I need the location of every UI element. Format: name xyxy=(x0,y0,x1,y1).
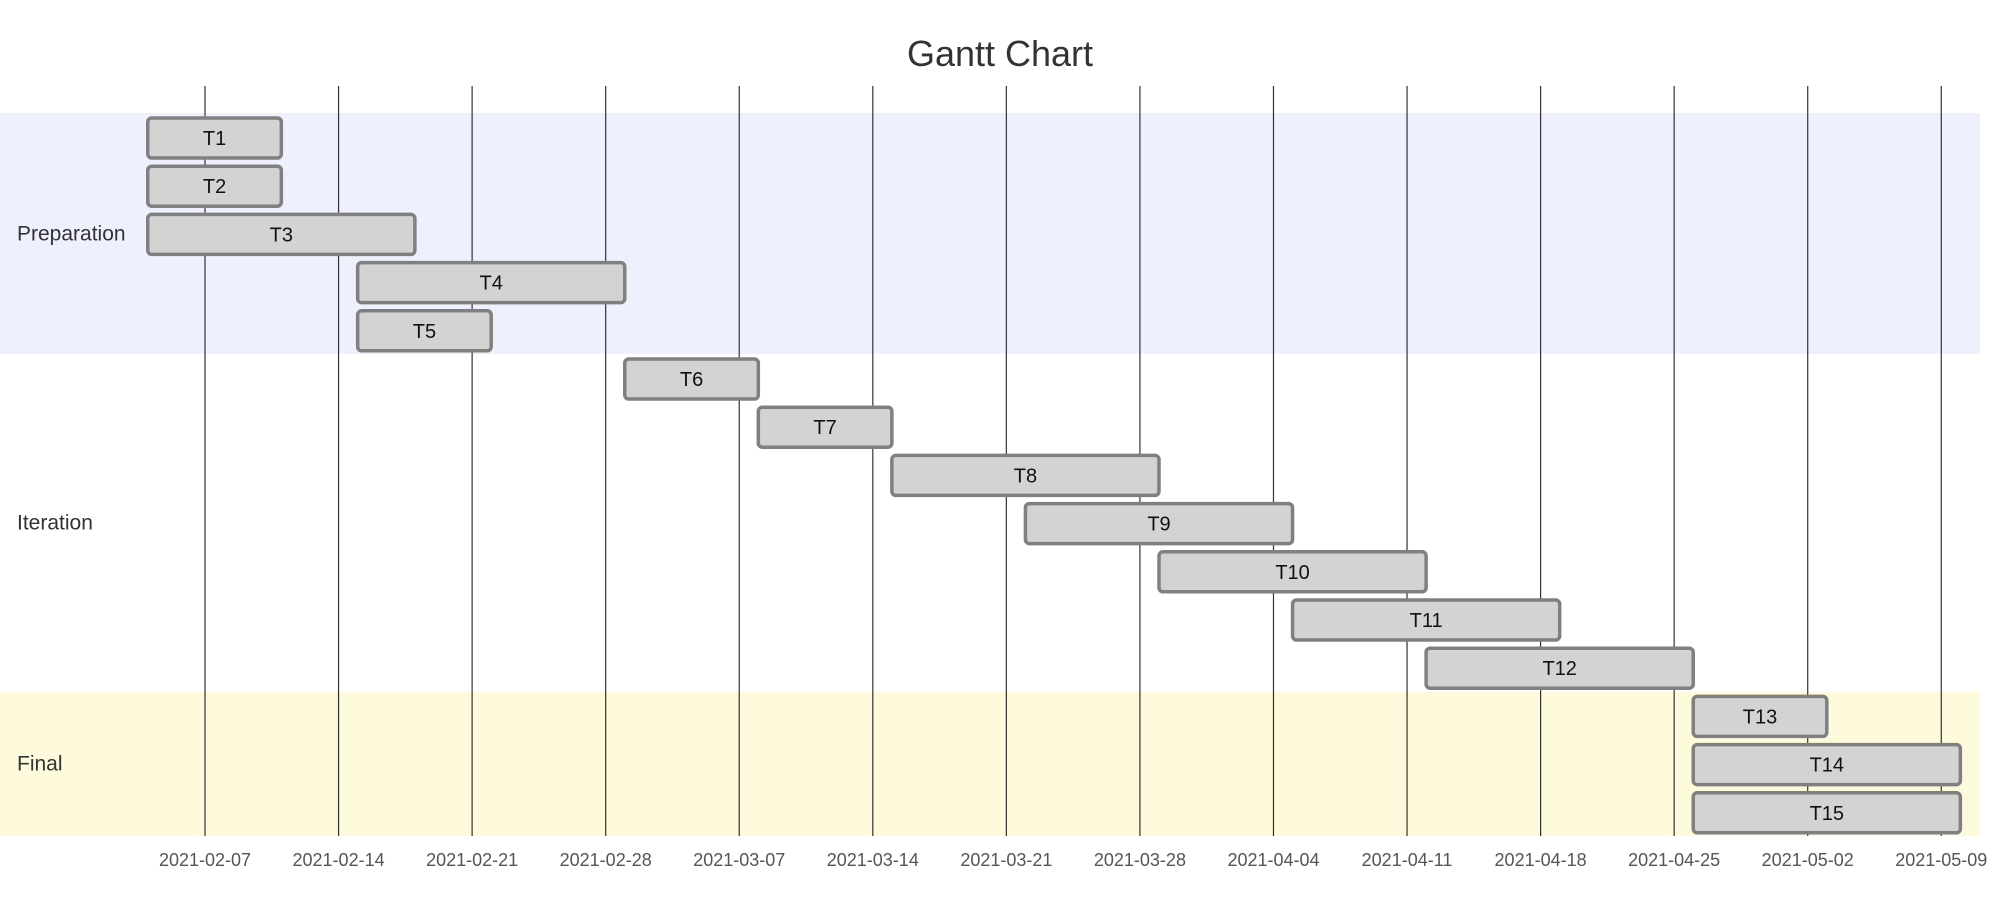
task-label: T6 xyxy=(680,369,703,391)
task-label: T15 xyxy=(1810,803,1844,825)
x-tick-label: 2021-03-14 xyxy=(827,850,919,870)
task-bar xyxy=(146,212,417,257)
task-bar xyxy=(1691,742,1963,787)
task-t7: T7 xyxy=(756,405,894,449)
x-tick-label: 2021-02-07 xyxy=(159,850,251,870)
task-bar xyxy=(1023,501,1295,546)
task-bar xyxy=(1424,646,1695,690)
task-label: T11 xyxy=(1410,610,1443,632)
task-t3: T3 xyxy=(146,212,417,257)
task-t15: T15 xyxy=(1691,791,1963,835)
x-tick-label: 2021-02-28 xyxy=(560,850,652,870)
task-bar xyxy=(355,309,493,353)
task-label: T3 xyxy=(270,224,293,246)
section-label-preparation: Preparation xyxy=(17,223,126,246)
task-t11: T11 xyxy=(1290,598,1562,642)
x-tick-label: 2021-03-28 xyxy=(1094,850,1186,870)
section-labels: Preparation Iteration Final xyxy=(17,223,126,776)
x-tick-label: 2021-04-04 xyxy=(1227,850,1319,870)
section-label-iteration: Iteration xyxy=(17,512,93,535)
task-label: T10 xyxy=(1275,562,1309,584)
task-bar xyxy=(1691,694,1829,739)
task-bar xyxy=(623,357,761,401)
task-label: T9 xyxy=(1147,514,1170,536)
x-tick-label: 2021-04-11 xyxy=(1362,850,1453,870)
task-bar xyxy=(756,405,894,449)
task-bar xyxy=(355,260,627,305)
task-label: T2 xyxy=(203,176,226,198)
section-band-final xyxy=(0,691,1980,836)
task-t12: T12 xyxy=(1424,646,1695,690)
task-t6: T6 xyxy=(623,357,761,401)
task-bar xyxy=(146,116,284,160)
task-t10: T10 xyxy=(1157,550,1428,594)
section-band-iteration xyxy=(0,354,1980,692)
task-label: T8 xyxy=(1014,465,1037,487)
task-label: T13 xyxy=(1743,706,1777,728)
task-bar xyxy=(146,164,284,208)
x-tick-label: 2021-03-07 xyxy=(693,850,785,870)
section-bands xyxy=(0,113,1980,836)
task-bar xyxy=(1691,791,1963,835)
task-t9: T9 xyxy=(1023,501,1295,546)
x-tick-label: 2021-04-18 xyxy=(1495,850,1587,870)
task-bar xyxy=(890,453,1161,498)
x-tick-label: 2021-03-21 xyxy=(960,850,1052,870)
task-t8: T8 xyxy=(890,453,1161,498)
x-tick-label: 2021-04-25 xyxy=(1628,850,1720,870)
task-t2: T2 xyxy=(146,164,284,208)
task-label: T4 xyxy=(480,273,503,295)
task-t13: T13 xyxy=(1691,694,1829,739)
task-label: T1 xyxy=(203,128,226,150)
x-axis-tick-labels: 2021-02-07 2021-02-14 2021-02-21 2021-02-28… xyxy=(159,850,1987,870)
task-label: T14 xyxy=(1810,755,1844,777)
task-bar xyxy=(1290,598,1562,642)
task-label: T12 xyxy=(1542,658,1576,680)
x-tick-label: 2021-05-02 xyxy=(1762,850,1854,870)
section-label-final: Final xyxy=(17,753,63,776)
task-t4: T4 xyxy=(355,260,627,305)
task-label: T5 xyxy=(413,321,436,343)
task-bar xyxy=(1157,550,1428,594)
x-tick-label: 2021-02-14 xyxy=(293,850,385,870)
task-t14: T14 xyxy=(1691,742,1963,787)
task-t5: T5 xyxy=(355,309,493,353)
task-label: T7 xyxy=(813,417,836,439)
x-tick-label: 2021-02-21 xyxy=(426,850,518,870)
task-t1: T1 xyxy=(146,116,284,160)
chart-title: Gantt Chart xyxy=(907,33,1093,74)
task-bars: T1 T2 T3 T4 T5 T6 T7 T8 T9 T10 T11 T12 T13 T14 T15 xyxy=(146,116,1963,835)
x-tick-label: 2021-05-09 xyxy=(1895,850,1987,870)
